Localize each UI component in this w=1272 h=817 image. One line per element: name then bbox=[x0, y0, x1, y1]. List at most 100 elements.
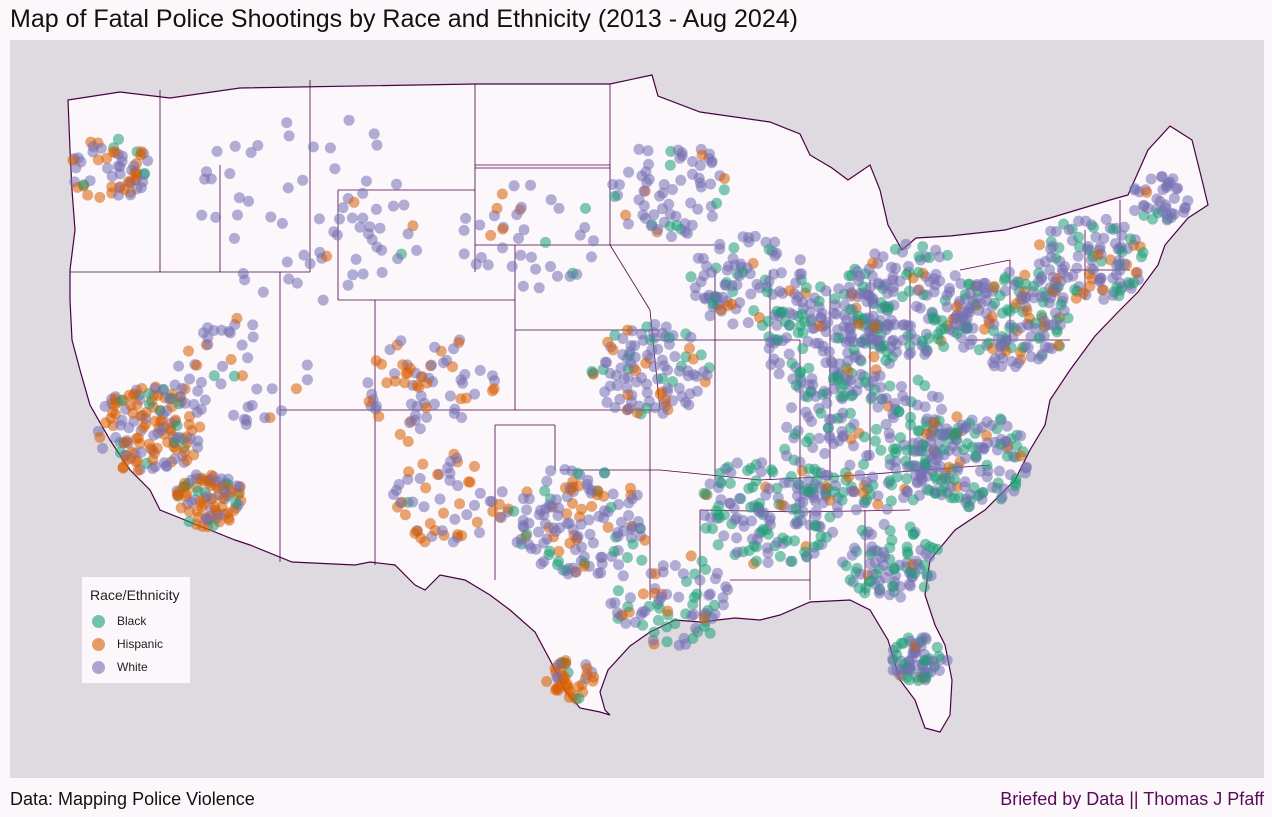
chart-title: Map of Fatal Police Shootings by Race an… bbox=[10, 5, 798, 33]
shooting-dot bbox=[706, 266, 717, 278]
shooting-dot bbox=[885, 261, 897, 273]
shooting-dot bbox=[986, 419, 998, 431]
author-caption: Briefed by Data || Thomas J Pfaff bbox=[1000, 789, 1264, 809]
shooting-dot bbox=[756, 457, 768, 469]
shooting-dot bbox=[183, 419, 195, 431]
shooting-dot bbox=[972, 490, 984, 502]
shooting-dot bbox=[125, 400, 137, 411]
shooting-dot bbox=[231, 312, 243, 324]
shooting-dot bbox=[147, 454, 159, 466]
shooting-dot bbox=[428, 398, 440, 410]
shooting-dot bbox=[596, 558, 608, 570]
shooting-dot bbox=[815, 530, 827, 542]
shooting-dot bbox=[890, 447, 902, 458]
shooting-dot bbox=[1130, 267, 1142, 278]
shooting-dot bbox=[313, 213, 325, 225]
shooting-dot bbox=[291, 277, 303, 289]
shooting-dot bbox=[228, 409, 240, 421]
shooting-dot bbox=[87, 141, 99, 153]
shooting-dot bbox=[1088, 221, 1099, 233]
shooting-dot bbox=[1047, 240, 1059, 252]
shooting-dot bbox=[685, 550, 697, 562]
shooting-dot bbox=[994, 413, 1006, 425]
shooting-dot bbox=[903, 260, 914, 272]
shooting-dot bbox=[496, 486, 508, 498]
shooting-dot bbox=[964, 489, 976, 501]
shooting-dot bbox=[708, 599, 720, 611]
legend-label-hispanic: Hispanic bbox=[117, 637, 164, 651]
shooting-dot bbox=[654, 388, 666, 400]
shooting-dot bbox=[815, 407, 827, 419]
shooting-dot bbox=[144, 398, 155, 410]
shooting-dot bbox=[918, 581, 930, 593]
shooting-dot bbox=[1030, 322, 1042, 334]
shooting-dot bbox=[971, 423, 983, 435]
shooting-dot bbox=[535, 558, 547, 570]
shooting-dot bbox=[637, 619, 649, 631]
shooting-dot bbox=[762, 315, 774, 327]
shooting-dot bbox=[808, 547, 820, 559]
shooting-dot bbox=[884, 589, 896, 601]
shooting-dot bbox=[545, 465, 557, 477]
shooting-dot bbox=[900, 238, 912, 250]
shooting-dot bbox=[626, 493, 638, 505]
shooting-dot bbox=[190, 469, 202, 481]
shooting-dot bbox=[362, 377, 374, 389]
shooting-dot bbox=[572, 467, 584, 479]
shooting-dot bbox=[304, 258, 316, 270]
shooting-dot bbox=[191, 359, 203, 371]
shooting-dot bbox=[694, 177, 706, 189]
shooting-dot bbox=[496, 188, 508, 200]
shooting-dot bbox=[666, 231, 677, 243]
shooting-dot bbox=[622, 218, 634, 230]
shooting-dot bbox=[754, 312, 765, 323]
shooting-dot bbox=[885, 495, 897, 507]
shooting-dot bbox=[202, 322, 214, 334]
shooting-dot bbox=[488, 383, 500, 395]
shooting-dot bbox=[247, 331, 259, 343]
shooting-dot bbox=[233, 192, 245, 204]
shooting-dot bbox=[676, 391, 688, 403]
shooting-dot bbox=[938, 443, 950, 455]
shooting-dot bbox=[704, 478, 716, 490]
shooting-dot bbox=[200, 512, 212, 524]
shooting-dot bbox=[684, 342, 695, 354]
shooting-dot bbox=[971, 279, 983, 290]
shooting-dot bbox=[903, 674, 915, 686]
shooting-dot bbox=[912, 374, 924, 386]
shooting-dot bbox=[738, 520, 750, 532]
shooting-dot bbox=[523, 517, 535, 529]
shooting-dot bbox=[979, 277, 991, 289]
shooting-dot bbox=[391, 178, 402, 190]
shooting-dot bbox=[646, 344, 658, 356]
shooting-dot bbox=[719, 279, 731, 291]
shooting-dot bbox=[586, 251, 597, 263]
shooting-dot bbox=[943, 461, 955, 473]
shooting-dot bbox=[301, 359, 313, 371]
shooting-dot bbox=[913, 266, 924, 278]
shooting-dot bbox=[1156, 171, 1168, 183]
shooting-dot bbox=[783, 348, 795, 360]
shooting-dot bbox=[210, 504, 222, 516]
shooting-dot bbox=[951, 411, 963, 423]
shooting-dot bbox=[128, 160, 140, 172]
shooting-dot bbox=[113, 133, 124, 145]
shooting-dot bbox=[623, 166, 635, 178]
shooting-dot bbox=[559, 464, 571, 476]
shooting-dot bbox=[195, 376, 207, 388]
shooting-dot bbox=[183, 516, 195, 528]
shooting-dot bbox=[139, 168, 151, 179]
shooting-dot bbox=[601, 357, 612, 369]
legend-swatch-white bbox=[92, 660, 105, 674]
shooting-dot bbox=[545, 194, 557, 206]
shooting-dot bbox=[617, 333, 629, 344]
shooting-dot bbox=[658, 179, 670, 190]
shooting-dot bbox=[949, 474, 961, 486]
shooting-dot bbox=[657, 407, 669, 419]
shooting-dot bbox=[854, 270, 866, 282]
shooting-dot bbox=[1035, 291, 1047, 303]
shooting-dot bbox=[186, 496, 198, 508]
us-map bbox=[67, 74, 1209, 733]
shooting-dot bbox=[940, 472, 952, 484]
shooting-dot bbox=[1004, 305, 1016, 317]
